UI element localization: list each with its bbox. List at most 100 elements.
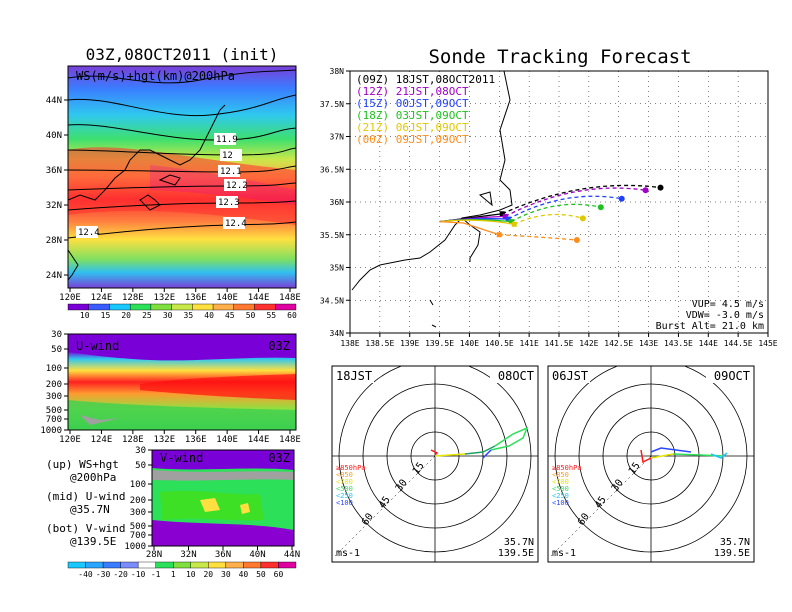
v-colorbar-label: -10 <box>131 570 146 579</box>
u-y-tick: 300 <box>46 392 62 402</box>
ws-colorbar-label: 35 <box>184 311 194 320</box>
hodo-date-label: 09OCT <box>714 369 750 383</box>
hodo-legend-entry: <250 <box>552 492 569 500</box>
hodo-date-label: 08OCT <box>498 369 534 383</box>
track-x-tick: 138.5E <box>365 339 394 348</box>
hodo-legend-entry: <850 <box>336 471 353 479</box>
v-colorbar-label: 40 <box>239 570 249 579</box>
hodo-legend-entry: <100 <box>336 499 353 507</box>
contour-labels: 11.9 12 12.1 12.2 12.3 12.4 12.4 <box>76 133 248 238</box>
hodo-legend-entry: ≥850hPa <box>552 464 582 472</box>
ws-colorbar-label: 25 <box>142 311 152 320</box>
burst-marker <box>505 216 511 222</box>
hodo-trace <box>640 449 652 464</box>
hodo-lon: 139.5E <box>714 548 750 559</box>
hodo-trace <box>650 453 674 459</box>
u-purple-band <box>68 334 296 361</box>
hodo-trace <box>710 452 728 459</box>
u-y-tick: 200 <box>46 380 62 390</box>
note-mid: (mid) U-wind <box>46 490 125 503</box>
v-x-tick: 40N <box>249 550 265 560</box>
v-wind-panel: V-wind 03Z 28N 32N 36N 40N 44N 30 50 100 200 300… <box>124 446 300 560</box>
track-legend-entry: (00Z) 09JST,09OCT <box>356 133 469 146</box>
ws-x-tick: 144E <box>248 293 270 303</box>
hodo-time-label: 06JST <box>552 369 588 383</box>
u-y-tick: 500 <box>46 406 62 416</box>
landing-point <box>573 236 580 243</box>
u-x-tick: 140E <box>216 435 238 445</box>
note-bot: (bot) V-wind <box>46 522 125 535</box>
v-colorbar-label: -40 <box>78 570 93 579</box>
hodo-trace <box>650 447 692 453</box>
landing-point <box>657 184 664 191</box>
track-y-tick: 34.5N <box>320 296 344 305</box>
u-wind-title: U-wind <box>76 339 119 353</box>
v-colorbar-label: 20 <box>203 570 213 579</box>
hodo-legend-entry: <500 <box>552 485 569 493</box>
burst-marker <box>502 213 508 219</box>
note-bot-level: @139.5E <box>70 535 116 548</box>
hodo-time-label: 18JST <box>336 369 372 383</box>
hodo-legend-entry: <100 <box>552 499 569 507</box>
u-y-tick: 30 <box>51 330 62 340</box>
v-wind-title: V-wind <box>160 451 203 465</box>
track-legend: (09Z) 18JST,08OCT2011(12Z) 21JST,08OCT(1… <box>356 73 495 146</box>
track-ascent <box>439 221 500 236</box>
contour-label: 12.4 <box>225 219 247 229</box>
v-x-tick: 36N <box>215 550 231 560</box>
left-title: 03Z,08OCT2011 (init) <box>86 45 279 64</box>
ws-colorbar-label: 40 <box>204 311 214 320</box>
track-x-tick: 139E <box>400 339 419 348</box>
landing-point <box>618 195 625 202</box>
track-x-tick: 144.5E <box>724 339 753 348</box>
v-y-tick: 300 <box>130 508 146 518</box>
tracking-panel: (09Z) 18JST,08OCT2011(12Z) 21JST,08OCT(1… <box>320 67 778 348</box>
track-x-tick: 143E <box>639 339 658 348</box>
burst-marker <box>499 211 505 217</box>
track-descent <box>513 213 584 225</box>
hodo-trace <box>430 449 439 456</box>
hodo-legend-entry: <500 <box>336 485 353 493</box>
ws-colorbar-label: 45 <box>225 311 235 320</box>
panel-notes: (up) WS+hgt @200hPa (mid) U-wind @35.7N … <box>46 458 125 548</box>
track-info-line: Burst Alt= 21.0 km <box>656 321 764 332</box>
track-legend-entry: (18Z) 03JST,09OCT <box>356 109 469 122</box>
ws-x-tick: 140E <box>216 293 238 303</box>
ws-colorbar-label: 50 <box>246 311 256 320</box>
hodo-lat: 35.7N <box>720 537 750 548</box>
track-y-tick: 35N <box>330 264 345 273</box>
track-x-tick: 138E <box>340 339 359 348</box>
ws-x-tick: 128E <box>122 293 144 303</box>
right-title: Sonde Tracking Forecast <box>428 46 691 68</box>
track-legend-entry: (09Z) 18JST,08OCT2011 <box>356 73 495 86</box>
ws-y-tick: 28N <box>46 236 62 246</box>
contour-label: 12.4 <box>78 228 100 238</box>
u-x-tick: 132E <box>153 435 175 445</box>
v-x-tick: 32N <box>180 550 196 560</box>
ws-x-tick: 120E <box>59 293 81 303</box>
v-y-tick: 50 <box>135 461 146 471</box>
track-x-tick: 140.5E <box>485 339 514 348</box>
v-x-tick: 44N <box>284 550 300 560</box>
coastline <box>68 104 226 201</box>
ws-colorbar-label: 20 <box>121 311 131 320</box>
ws-colorbar: 10 15 20 25 30 35 40 45 50 55 60 <box>67 303 297 320</box>
burst-marker <box>511 221 517 227</box>
v-colorbar-label: -1 <box>151 570 161 579</box>
u-x-tick: 148E <box>279 435 301 445</box>
contour-label: 12.2 <box>226 181 248 191</box>
track-y-tick: 36N <box>330 198 345 207</box>
u-x-tick: 124E <box>91 435 113 445</box>
u-x-tick: 144E <box>248 435 270 445</box>
v-colorbar-label: 30 <box>221 570 231 579</box>
track-x-tick: 140E <box>460 339 479 348</box>
burst-marker <box>496 232 502 238</box>
track-y-tick: 35.5N <box>320 231 344 240</box>
track-x-tick: 139.5E <box>425 339 454 348</box>
ws-y-tick: 44N <box>46 96 62 106</box>
landing-point <box>597 204 604 211</box>
u-y-tick: 100 <box>46 364 62 374</box>
track-y-tick: 37N <box>330 133 345 142</box>
contour-label: 12.3 <box>218 198 240 208</box>
v-colorbar-label: 10 <box>186 570 196 579</box>
